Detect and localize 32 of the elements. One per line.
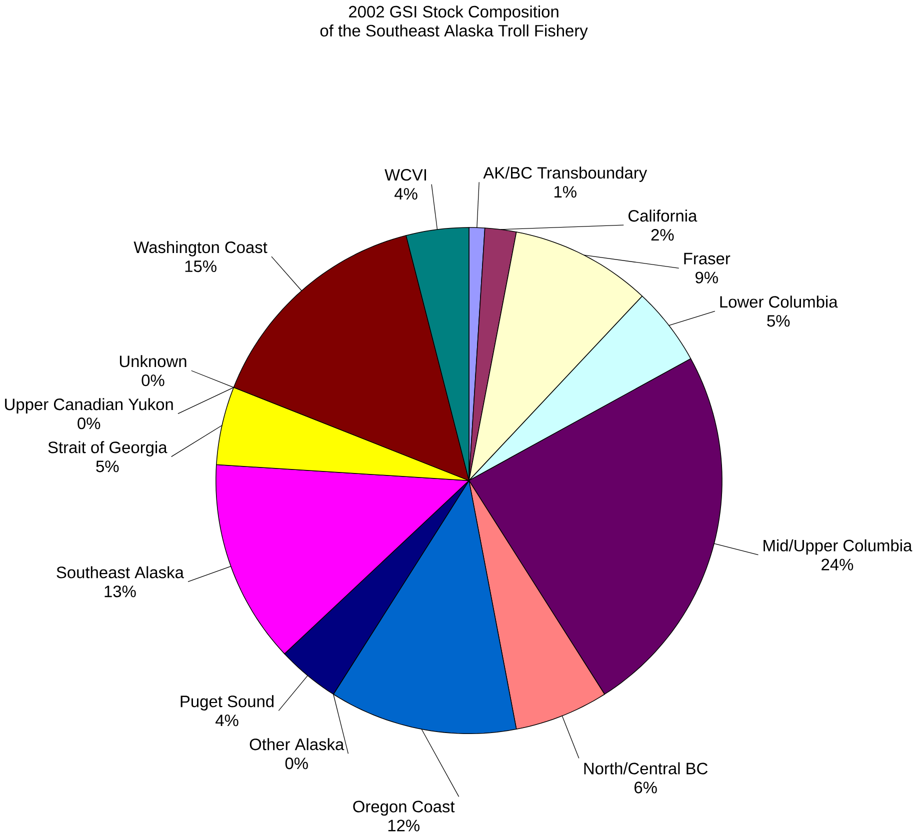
- slice-label: Lower Columbia: [720, 296, 838, 308]
- slice-label: California: [628, 210, 698, 222]
- data-label: 2%: [651, 228, 674, 241]
- data-label: 9%: [696, 272, 718, 284]
- slice-label: Southeast Alaska: [56, 566, 184, 578]
- data-label: 5%: [96, 460, 119, 472]
- data-label: 5%: [767, 315, 790, 327]
- data-label: 1%: [554, 186, 576, 198]
- data-label: 4%: [216, 714, 238, 726]
- slice-label: Fraser: [684, 252, 730, 264]
- slice-label: Strait of Georgia: [48, 441, 168, 456]
- slice-label: North/Central BC: [584, 762, 708, 774]
- category-label: Unknown: [120, 355, 186, 368]
- data-label: 15%: [185, 260, 216, 272]
- slice-label: Puget Sound: [180, 695, 274, 710]
- slice-label: AK/BC Transboundary: [483, 166, 648, 182]
- data-label: 24%: [822, 558, 854, 570]
- data-label: 13%: [104, 586, 136, 598]
- legend-label: Upper Canadian Yukon: [5, 398, 173, 414]
- slice-label: WCVI: [384, 168, 426, 181]
- slice-label: Washington Coast: [134, 240, 268, 256]
- data-label: 12%: [388, 820, 420, 832]
- data-label: 4%: [394, 188, 418, 200]
- category-label: Other Alaska: [250, 738, 344, 750]
- data-label: 6%: [634, 782, 657, 794]
- slice-label: Mid/Upper Columbia: [764, 539, 912, 555]
- text: 0%: [142, 374, 164, 386]
- chart-title: 2002 GSI Stock Composition: [349, 5, 558, 21]
- text: 0%: [285, 758, 308, 770]
- text: 0%: [78, 417, 100, 430]
- slice-label: Oregon Coast: [353, 800, 455, 816]
- chart-subtitle: of the Southeast Alaska Troll Fishery: [320, 24, 588, 40]
